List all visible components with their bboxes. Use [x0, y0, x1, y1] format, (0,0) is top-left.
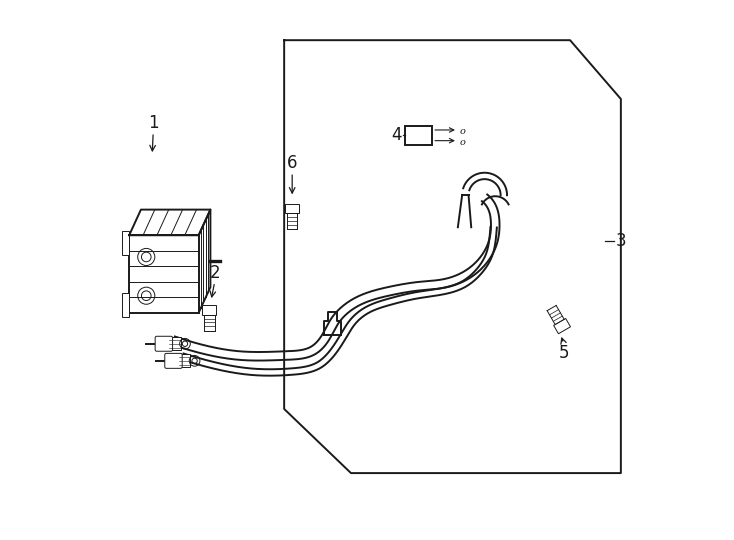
Bar	[405, 126, 432, 145]
Polygon shape	[203, 305, 217, 315]
FancyBboxPatch shape	[155, 336, 172, 351]
Bar	[178, 354, 190, 367]
Text: 3: 3	[616, 232, 626, 249]
Text: 4: 4	[391, 126, 401, 144]
Polygon shape	[553, 319, 570, 334]
Polygon shape	[123, 231, 129, 255]
Polygon shape	[123, 293, 129, 317]
Bar	[169, 338, 181, 350]
FancyBboxPatch shape	[164, 353, 182, 368]
Text: 1: 1	[148, 114, 159, 132]
FancyBboxPatch shape	[129, 235, 199, 313]
Text: 2: 2	[209, 264, 220, 282]
Text: 6: 6	[287, 154, 297, 172]
Text: 5: 5	[559, 344, 569, 362]
Text: o: o	[459, 138, 465, 147]
Polygon shape	[286, 204, 299, 213]
Text: o: o	[459, 127, 465, 136]
